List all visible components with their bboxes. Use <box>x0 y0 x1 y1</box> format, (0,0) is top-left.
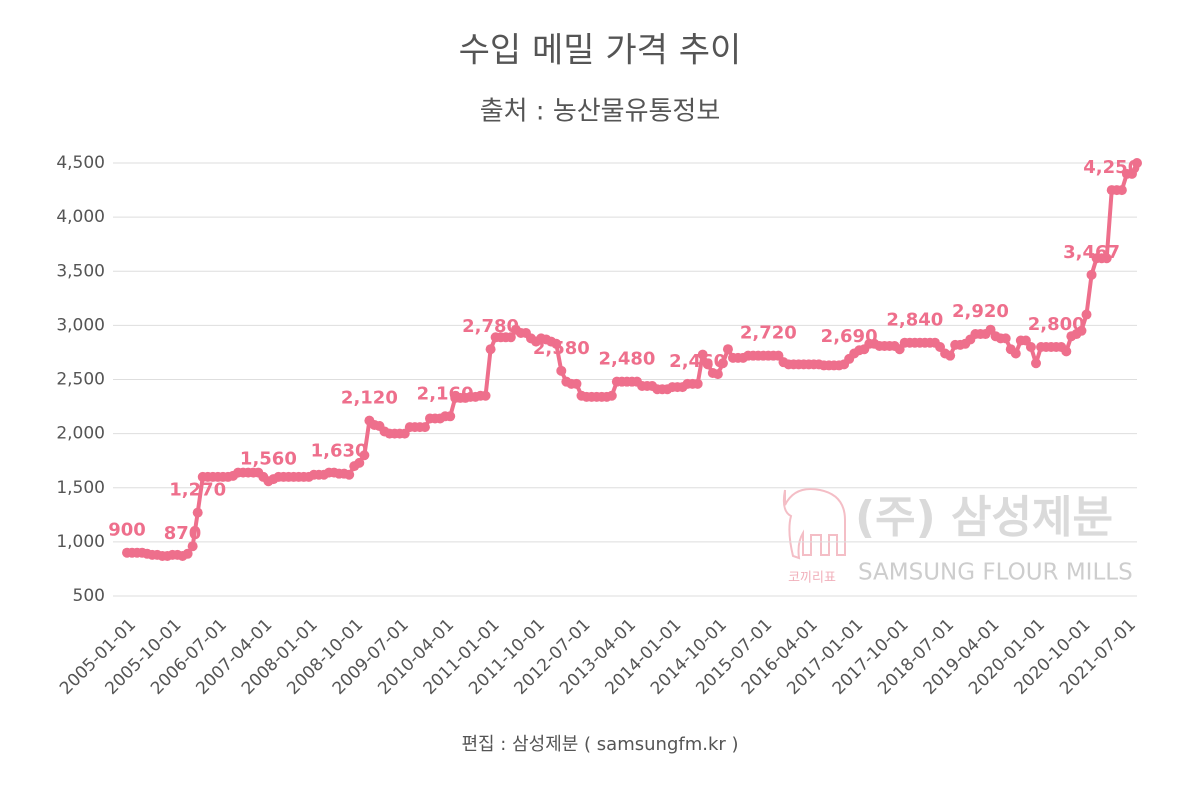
watermark-brand: 코끼리표 <box>788 571 836 586</box>
data-point <box>1076 325 1087 336</box>
data-point <box>1025 342 1036 353</box>
data-point <box>187 541 198 552</box>
data-point <box>1081 309 1092 320</box>
data-point <box>1061 346 1072 357</box>
footer: 편집 : 삼성제분 ( samsungfm.kr ) <box>461 734 738 755</box>
data-point <box>1086 269 1097 280</box>
data-point <box>945 350 956 361</box>
data-point <box>712 369 723 380</box>
data-point <box>722 344 733 355</box>
data-point <box>1116 185 1127 196</box>
data-point <box>344 469 355 480</box>
data-point <box>1031 358 1041 369</box>
data-label: 1,270 <box>169 480 226 501</box>
y-tick-label: 3,500 <box>56 261 105 281</box>
data-point <box>1126 168 1137 179</box>
y-tick-label: 500 <box>73 586 105 606</box>
chart-subtitle: 출처 : 농산물유통정보 <box>480 97 721 127</box>
y-tick-label: 4,000 <box>56 207 105 227</box>
data-label: 2,690 <box>821 326 878 347</box>
data-label: 900 <box>108 520 146 541</box>
data-label: 2,460 <box>669 351 726 372</box>
data-point <box>1101 253 1112 264</box>
data-label: 2,480 <box>598 349 655 370</box>
watermark: (주) 삼성제분 SAMSUNG FLOUR MILLS 코끼리표 <box>782 488 1133 586</box>
data-label: 2,580 <box>533 338 590 359</box>
watermark-company: (주) 삼성제분 <box>855 492 1113 543</box>
data-point <box>571 378 582 389</box>
data-label: 870 <box>164 523 202 544</box>
data-label: 2,720 <box>740 323 797 344</box>
data-point <box>480 390 491 401</box>
data-point <box>556 365 567 376</box>
data-point <box>359 450 370 461</box>
data-point <box>505 332 516 343</box>
data-label: 2,920 <box>952 301 1009 322</box>
data-point <box>606 390 617 401</box>
data-label: 2,120 <box>341 388 398 409</box>
y-tick-label: 1,000 <box>56 532 105 552</box>
data-point <box>1132 158 1142 168</box>
data-point <box>419 422 430 433</box>
data-point <box>192 507 203 518</box>
data-label: 1,630 <box>311 441 368 462</box>
data-point <box>182 548 193 559</box>
data-point <box>445 411 456 422</box>
data-label: 2,780 <box>462 316 519 337</box>
y-tick-label: 2,500 <box>56 370 105 390</box>
data-point <box>1000 333 1011 344</box>
data-label: 4,250 <box>1083 157 1140 178</box>
y-tick-label: 1,500 <box>56 478 105 498</box>
data-label: 1,560 <box>240 448 297 469</box>
data-point <box>354 457 365 468</box>
elephant-icon <box>782 488 846 560</box>
data-point <box>702 359 713 370</box>
y-tick-label: 4,500 <box>56 153 105 173</box>
watermark-english: SAMSUNG FLOUR MILLS <box>858 560 1133 586</box>
data-label: 2,800 <box>1028 314 1085 335</box>
data-point <box>692 378 703 389</box>
data-point <box>697 349 708 360</box>
y-tick-label: 2,000 <box>56 424 105 444</box>
data-point <box>551 338 562 349</box>
data-point <box>1010 348 1021 359</box>
y-tick-label: 3,000 <box>56 315 105 335</box>
data-point <box>485 344 496 355</box>
chart-title: 수입 메밀 가격 추이 <box>459 31 742 71</box>
data-label: 3,467 <box>1063 242 1120 263</box>
data-label: 2,160 <box>417 383 474 404</box>
data-label: 2,840 <box>886 310 943 331</box>
data-point <box>717 358 728 369</box>
